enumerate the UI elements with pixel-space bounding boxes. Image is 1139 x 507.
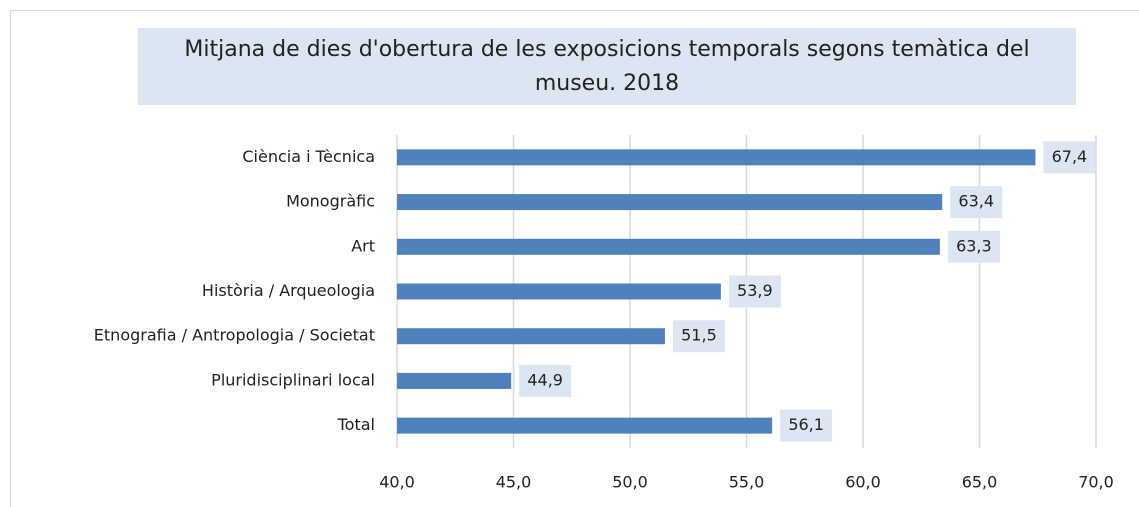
data-label-box [780, 409, 833, 442]
x-tick-label: 70,0 [1078, 473, 1114, 492]
data-label-box [950, 186, 1003, 219]
bar [397, 417, 773, 434]
data-label: 63,4 [958, 192, 994, 211]
y-tick-label: Ciència i Tècnica [242, 147, 375, 166]
y-tick-label: Etnografia / Antropologia / Societat [94, 326, 375, 345]
x-tick-label: 50,0 [612, 473, 648, 492]
y-tick-label: Total [337, 415, 375, 434]
bar [397, 194, 943, 211]
chart-border [10, 10, 1139, 507]
x-tick-label: 60,0 [845, 473, 881, 492]
data-label-box [728, 275, 781, 308]
bar [397, 238, 940, 255]
data-label: 63,3 [956, 236, 992, 255]
x-tick-label: 40,0 [379, 473, 415, 492]
x-tick-label: 45,0 [496, 473, 532, 492]
chart-title: Mitjana de dies d'obertura de les exposi… [138, 28, 1076, 105]
x-tick-label: 65,0 [962, 473, 998, 492]
y-tick-label: Pluridisciplinari local [211, 370, 375, 389]
y-tick-label: Història / Arqueologia [202, 281, 375, 300]
x-tick-label: 55,0 [729, 473, 765, 492]
data-label-box [519, 364, 572, 397]
data-label: 67,4 [1052, 147, 1088, 166]
bar [397, 149, 1036, 166]
bar [397, 328, 665, 345]
data-label-box [672, 320, 725, 353]
y-tick-label: Art [351, 236, 375, 255]
data-label: 56,1 [788, 415, 824, 434]
bar [397, 372, 512, 389]
data-label-box [947, 230, 1000, 263]
y-tick-label: Monogràfic [286, 192, 375, 211]
data-label-box [1043, 141, 1096, 174]
data-label: 51,5 [681, 326, 717, 345]
data-label: 44,9 [527, 370, 563, 389]
bar [397, 283, 721, 300]
data-label: 53,9 [737, 281, 773, 300]
